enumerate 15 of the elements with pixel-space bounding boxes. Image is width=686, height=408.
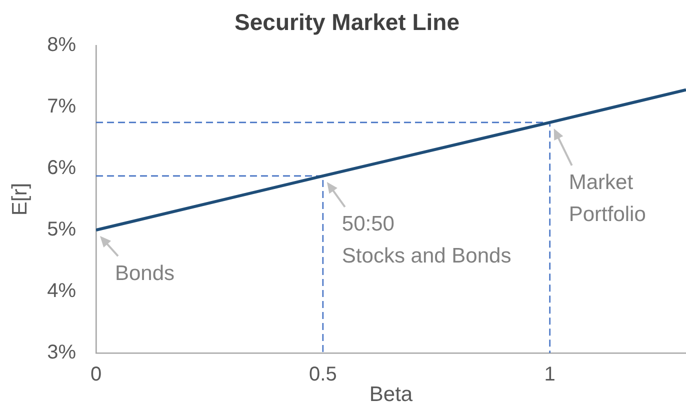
y-axis-title: E[r] [8, 182, 32, 216]
x-tick-label: 0.5 [309, 364, 337, 386]
annotation: 50:50 Stocks and Bonds [342, 212, 512, 268]
y-tick-label: 4% [47, 280, 76, 302]
x-tick-label: 1 [544, 364, 556, 386]
chart-title: Security Market Line [234, 9, 460, 36]
x-axis-title: Beta [369, 383, 413, 406]
y-tick-label: 7% [47, 96, 76, 118]
y-tick-label: 8% [47, 34, 76, 56]
y-tick-label: 6% [47, 157, 76, 180]
y-tick-label: 3% [47, 342, 76, 364]
x-tick-label: 0 [90, 364, 102, 386]
annotation: Bonds [115, 262, 175, 285]
annotation: Market Portfolio [568, 171, 646, 226]
y-tick-label: 5% [47, 218, 76, 241]
